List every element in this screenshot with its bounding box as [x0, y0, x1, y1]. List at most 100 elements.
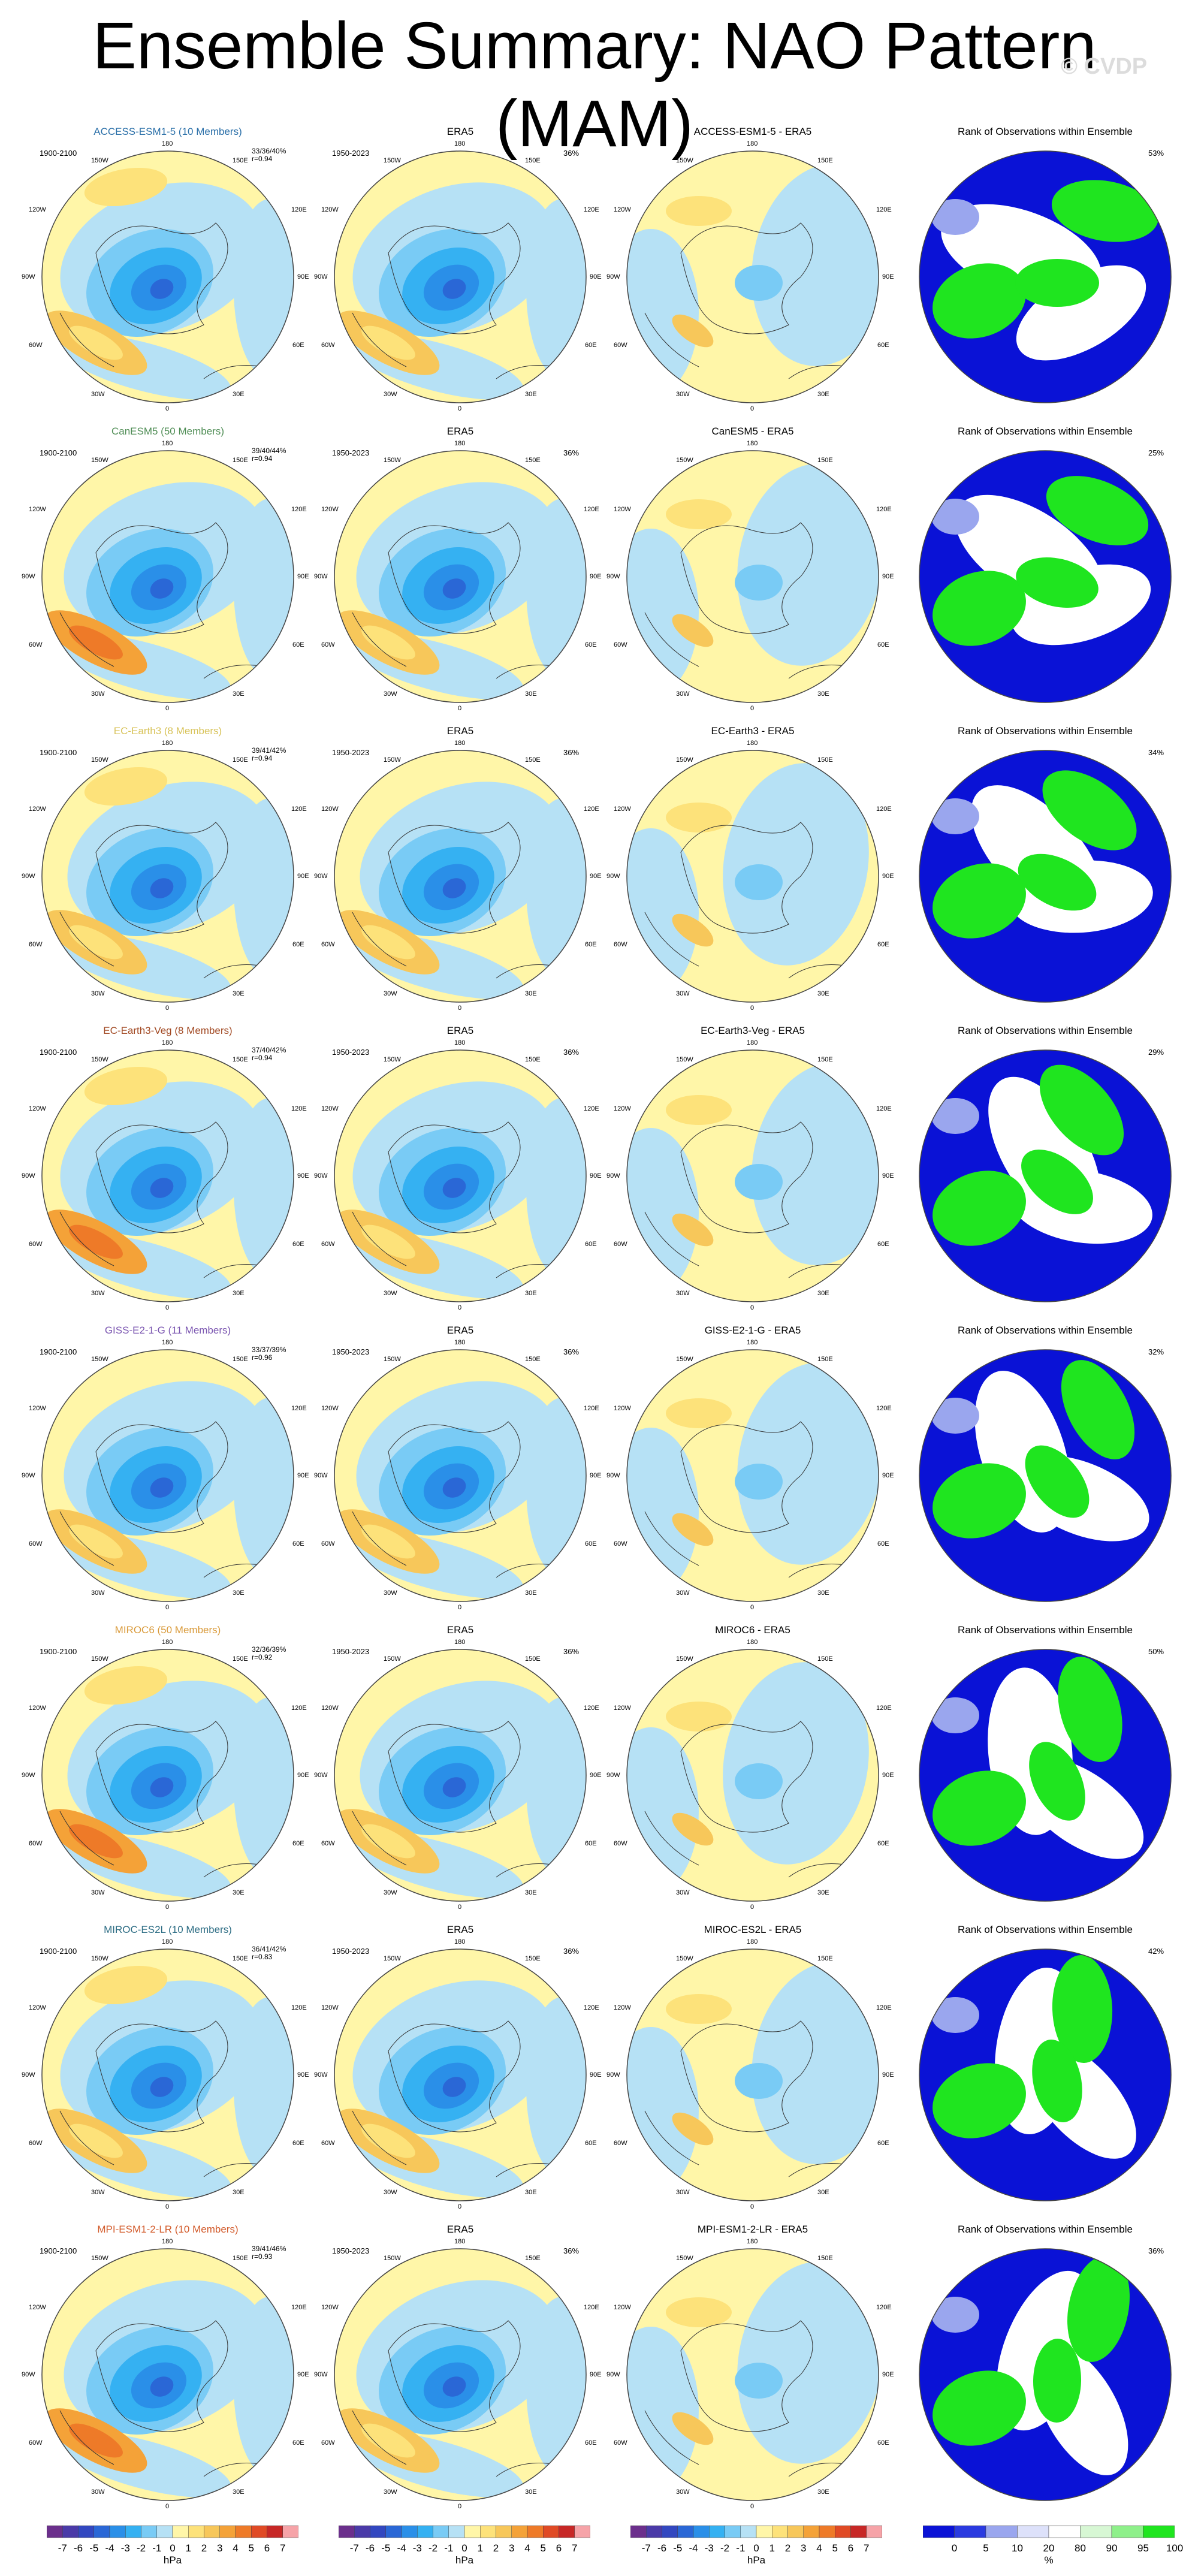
low-pressure-core	[150, 2077, 174, 2097]
longitude-label: 120W	[614, 2304, 631, 2311]
pattern-stats: 33/37/39% r=0.96	[252, 1346, 286, 1362]
variance-range: 33/36/40%	[252, 147, 286, 155]
colorbar-tick-label: 5	[540, 2542, 546, 2554]
panel-title: ERA5	[446, 1325, 474, 1336]
polar-map	[41, 450, 294, 703]
polar-map	[626, 1649, 879, 1902]
model-map-panel: EC-Earth3-Veg (8 Members) 1900-2100 37/40/…	[22, 1019, 312, 1319]
colorbar-tick-label: -5	[673, 2542, 683, 2554]
coastline	[95, 822, 228, 934]
low-pressure-core	[150, 279, 174, 299]
model-map-panel: MIROC6 (50 Members) 1900-2100 32/36/39% r=0…	[22, 1618, 312, 1918]
pattern-correlation: r=0.92	[252, 1653, 273, 1661]
pattern-stats: 36/41/42% r=0.83	[252, 1945, 286, 1961]
difference-positive	[672, 913, 714, 947]
longitude-label: 90W	[606, 873, 620, 880]
polar-map	[919, 1649, 1172, 1902]
high-pressure-core	[361, 1824, 415, 1859]
longitude-label: 30E	[525, 391, 537, 398]
map-border	[41, 2248, 294, 2501]
longitude-label: 90E	[590, 873, 602, 880]
colorbar-tick-label: 4	[524, 2542, 530, 2554]
coastline	[388, 822, 521, 934]
longitude-label: 90E	[297, 1172, 309, 1180]
low-pressure-core	[442, 1477, 466, 1498]
low-pressure-region	[234, 499, 294, 678]
coastline	[680, 822, 813, 934]
colorbar-swatch	[850, 2525, 867, 2538]
rank-high-region	[1015, 259, 1099, 307]
longitude-label: 60E	[292, 2439, 304, 2447]
colorbar-swatch	[866, 2525, 882, 2538]
colorbar-tick-label: 5	[832, 2542, 838, 2554]
rank-high-region	[933, 1171, 1026, 1246]
variance-explained: 36%	[563, 1048, 580, 1057]
longitude-label: 0	[458, 405, 462, 412]
panel-title: MIROC6 (50 Members)	[114, 1624, 221, 1636]
coastline	[644, 612, 849, 679]
colorbar-tick-label: 6	[264, 2542, 270, 2554]
colorbar-tick-label: 5	[248, 2542, 254, 2554]
longitude-label: 90E	[297, 1472, 309, 1479]
panel-title: Rank of Observations within Ensemble	[958, 1025, 1133, 1036]
high-pressure-core	[69, 925, 123, 960]
colorbar-unit: hPa	[455, 2554, 474, 2566]
longitude-label: 90W	[22, 1772, 35, 1779]
longitude-label: 30E	[233, 391, 245, 398]
longitude-label: 120E	[876, 1705, 892, 1712]
map-border	[334, 1649, 587, 1902]
longitude-label: 120E	[291, 1705, 307, 1712]
longitude-label: 150E	[233, 1955, 248, 1962]
rank-high-region	[1042, 770, 1137, 850]
colorbar-tick-label: 0	[170, 2542, 176, 2554]
colorbar-tick-label: -3	[704, 2542, 714, 2554]
variance-explained: 36%	[563, 1947, 580, 1956]
colorbar-tick-label: -2	[136, 2542, 146, 2554]
difference-negative	[735, 2063, 783, 2099]
longitude-label: 30E	[817, 990, 829, 997]
low-pressure-region	[526, 1697, 586, 1877]
longitude-label: 30E	[525, 1889, 537, 1896]
longitude-label: 60W	[29, 2439, 43, 2447]
longitude-label: 0	[458, 2203, 462, 2210]
difference-negative	[627, 1727, 699, 1895]
coastline	[388, 522, 521, 634]
longitude-label: 150W	[91, 1955, 108, 1962]
longitude-label: 30E	[233, 690, 245, 698]
longitude-label: 120W	[614, 506, 631, 513]
longitude-label: 120E	[876, 206, 892, 213]
longitude-label: 150E	[233, 756, 248, 764]
polar-map	[41, 150, 294, 403]
colorbar-swatch	[630, 2525, 647, 2538]
high-pressure-core	[69, 2123, 123, 2158]
colorbar-swatch	[803, 2525, 820, 2538]
colorbar-swatch	[756, 2525, 772, 2538]
model-map-panel: MPI-ESM1-2-LR (10 Members) 1900-2100 39/41…	[22, 2218, 312, 2517]
obs-map-panel: ERA5 1950-2023 36% 180 0 90W 90E 150W 150E 120W 12…	[314, 420, 604, 719]
longitude-label: 150W	[384, 1655, 401, 1663]
longitude-label: 150W	[676, 457, 693, 464]
colorbar-tick-label: -1	[444, 2542, 454, 2554]
low-pressure-region	[526, 1997, 586, 2177]
longitude-label: 150E	[817, 1056, 833, 1063]
low-pressure-core	[442, 878, 466, 898]
pattern-stats: 39/41/42% r=0.94	[252, 747, 286, 762]
polar-map	[41, 1649, 294, 1902]
longitude-label: 90W	[314, 873, 328, 880]
period-label: 1900-2100	[40, 1947, 77, 1956]
coastline	[388, 1121, 521, 1233]
coastline	[352, 612, 557, 679]
longitude-label: 120W	[29, 206, 46, 213]
ensemble-row: MIROC6 (50 Members) 1900-2100 32/36/39% r=0…	[0, 1618, 1189, 1918]
difference-negative	[723, 1662, 869, 1865]
rank-percent: 36%	[1148, 2246, 1164, 2255]
longitude-label: 90W	[606, 1172, 620, 1180]
rank-map-panel: Rank of Observations within Ensemble 29%	[901, 1019, 1189, 1319]
panel-title: MPI-ESM1-2-LR - ERA5	[697, 2224, 808, 2235]
longitude-label: 0	[458, 1604, 462, 1611]
longitude-label: 150E	[233, 1356, 248, 1363]
colorbar-tick-label: -2	[428, 2542, 438, 2554]
polar-map	[334, 1948, 587, 2201]
longitude-label: 150E	[525, 1955, 541, 1962]
obs-map-panel: ERA5 1950-2023 36% 180 0 90W 90E 150W 150E 120W 12…	[314, 1618, 604, 1918]
